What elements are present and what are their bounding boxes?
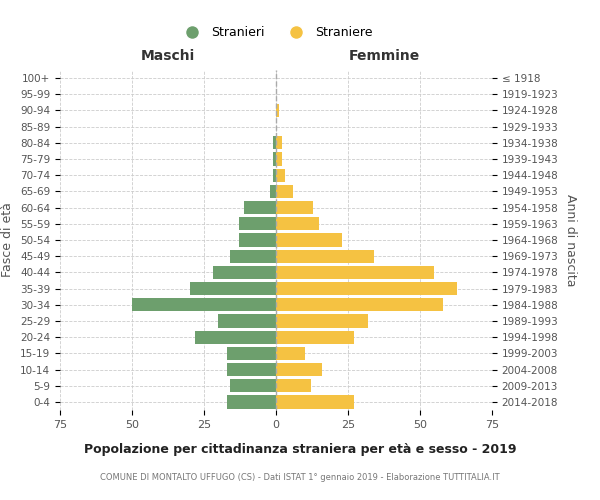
Bar [276,104,279,117]
Bar [276,346,305,360]
Bar [276,314,368,328]
Bar [276,234,342,246]
Bar [270,185,276,198]
Bar [276,152,282,166]
Bar [132,298,276,312]
Bar [276,168,284,182]
Legend: Stranieri, Straniere: Stranieri, Straniere [175,21,377,44]
Bar [276,282,457,295]
Bar [276,298,443,312]
Text: COMUNE DI MONTALTO UFFUGO (CS) - Dati ISTAT 1° gennaio 2019 - Elaborazione TUTTI: COMUNE DI MONTALTO UFFUGO (CS) - Dati IS… [100,472,500,482]
Bar [196,330,276,344]
Bar [227,363,276,376]
Bar [227,346,276,360]
Bar [276,250,374,263]
Y-axis label: Fasce di età: Fasce di età [1,202,14,278]
Bar [273,152,276,166]
Bar [230,379,276,392]
Bar [276,266,434,279]
Bar [244,201,276,214]
Bar [273,136,276,149]
Text: Popolazione per cittadinanza straniera per età e sesso - 2019: Popolazione per cittadinanza straniera p… [84,442,516,456]
Bar [276,363,322,376]
Bar [239,234,276,246]
Text: Femmine: Femmine [349,48,419,62]
Bar [212,266,276,279]
Text: Maschi: Maschi [141,48,195,62]
Bar [276,136,282,149]
Bar [276,185,293,198]
Bar [230,250,276,263]
Y-axis label: Anni di nascita: Anni di nascita [564,194,577,286]
Bar [273,168,276,182]
Bar [218,314,276,328]
Bar [190,282,276,295]
Bar [276,201,313,214]
Bar [276,217,319,230]
Bar [227,396,276,408]
Bar [276,379,311,392]
Bar [276,396,354,408]
Bar [239,217,276,230]
Bar [276,330,354,344]
